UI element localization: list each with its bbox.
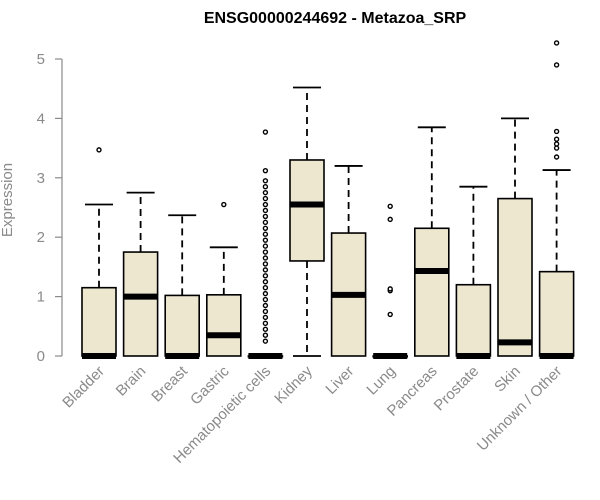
y-axis: 0 1 2 3 4 5 (37, 51, 63, 365)
outlier-point (262, 290, 269, 297)
outlier-point (262, 184, 269, 190)
box-iqr (164, 294, 200, 357)
y-tick-label: 2 (37, 229, 45, 246)
box-group (538, 40, 575, 359)
box-group (413, 126, 450, 357)
outlier-point (262, 326, 269, 332)
outlier-point (262, 267, 269, 273)
outlier-point (387, 311, 393, 318)
outlier-point (262, 261, 269, 267)
box-group (206, 201, 242, 357)
outlier-point (387, 203, 393, 210)
outlier-point (262, 332, 269, 338)
outlier-point (262, 231, 269, 237)
box-iqr (413, 227, 450, 357)
outlier-point (262, 314, 269, 321)
outlier-point (96, 147, 102, 153)
outlier-point (262, 273, 269, 279)
box-group (372, 203, 409, 359)
box-group (289, 86, 325, 357)
y-tick-label: 5 (37, 51, 45, 68)
outlier-point (553, 40, 560, 46)
x-tick-label: Prostate (431, 363, 483, 415)
y-tick-label: 4 (37, 110, 45, 127)
x-tick-label: Liver (322, 363, 357, 398)
y-tick-label: 0 (37, 348, 45, 365)
outlier-point (553, 145, 560, 151)
outlier-point (262, 167, 269, 174)
outlier-point (262, 243, 269, 249)
outlier-point (262, 320, 269, 327)
box-group (81, 147, 117, 359)
outlier-point (553, 136, 560, 142)
outlier-point (262, 284, 269, 291)
x-tick-label: Bladder (59, 363, 108, 412)
x-tick-label: Kidney (271, 362, 316, 407)
box-group (455, 185, 492, 359)
outlier-point (387, 286, 393, 292)
outlier-point (262, 195, 269, 202)
box-iqr (206, 294, 242, 357)
outlier-point (221, 201, 227, 208)
outlier-point (553, 154, 560, 160)
box-group (164, 214, 200, 359)
boxes-layer (81, 40, 575, 359)
outlier-point (262, 213, 269, 220)
box-group (122, 191, 159, 357)
y-axis-label: Expression (0, 163, 16, 237)
y-tick-label: 3 (37, 170, 45, 187)
outlier-point (262, 207, 269, 214)
outlier-point (262, 129, 269, 135)
box-iqr (289, 159, 325, 262)
box-iqr (455, 283, 492, 357)
box-iqr (538, 270, 575, 357)
outlier-point (262, 308, 269, 315)
outlier-point (262, 338, 269, 344)
x-tick-label: Breast (148, 362, 191, 405)
outlier-point (262, 178, 269, 184)
outlier-point (262, 219, 269, 226)
outlier-point (262, 189, 269, 196)
outlier-point (262, 255, 269, 261)
outlier-point (262, 201, 269, 208)
outlier-point (262, 237, 269, 243)
x-tick-label: Skin (491, 363, 524, 396)
outlier-point (387, 216, 393, 223)
outlier-point (262, 249, 269, 255)
outlier-point (262, 296, 269, 303)
outlier-point (553, 128, 560, 135)
outlier-point (553, 141, 560, 147)
box-iqr (81, 286, 117, 357)
box-group (330, 165, 367, 357)
box-iqr (497, 197, 533, 357)
chart-title: ENSG00000244692 - Metazoa_SRP (204, 10, 467, 27)
box-group (247, 129, 284, 359)
outlier-point (262, 302, 269, 309)
box-group (497, 117, 533, 357)
box-iqr (122, 251, 159, 357)
outlier-point (262, 225, 269, 231)
x-tick-label: Lung (363, 363, 399, 399)
y-tick-label: 1 (37, 289, 45, 306)
outlier-point (553, 62, 560, 68)
x-tick-label: Brain (113, 363, 150, 400)
outlier-point (262, 279, 269, 285)
